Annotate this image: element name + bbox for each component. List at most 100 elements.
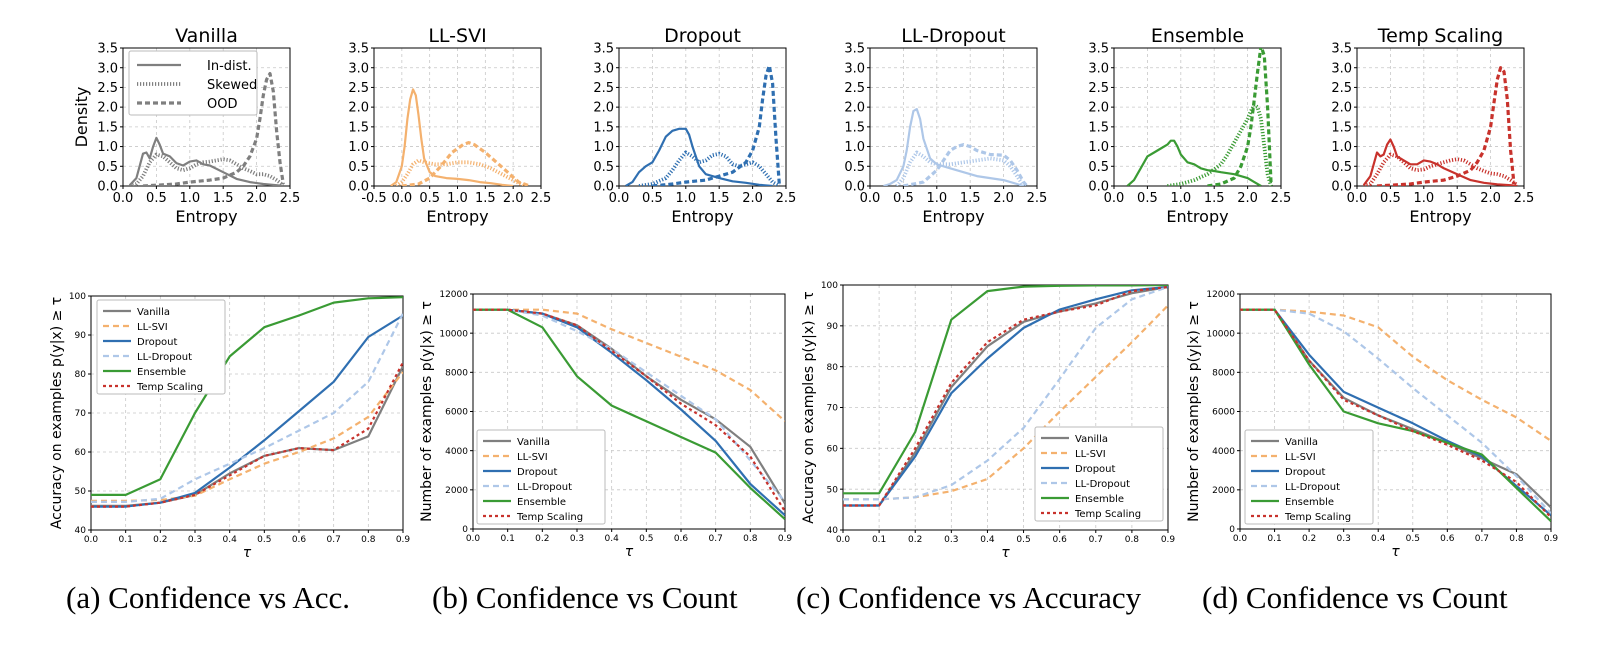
x-tick-label: 0.6 <box>674 534 689 544</box>
legend-label: LL-Dropout <box>517 482 572 493</box>
x-tick-label: 0.5 <box>642 191 663 206</box>
x-tick-label: 0.0 <box>466 534 481 544</box>
density-line-skewed <box>1167 103 1273 186</box>
plot-frame <box>1113 47 1282 187</box>
y-tick-label: 1.5 <box>593 120 614 135</box>
x-tick-label: 0.3 <box>1337 534 1351 544</box>
y-axis-label: Number of examples p(y|x) ≥ τ <box>1186 301 1202 522</box>
y-tick-label: 3.0 <box>593 61 614 76</box>
density-chart-entropy-lldropout: 0.0 0.5 1.0 1.5 2.0 2.5 0.0 0.5 1.0 1.5 2.0 2.5 3.0 3… <box>844 25 1047 226</box>
x-tick-label: 0.9 <box>1161 535 1176 545</box>
legend-label: LL-SVI <box>1285 452 1316 463</box>
x-tick-label: 1.5 <box>1204 191 1225 206</box>
threshold-chart-count-d: 0.0 0.1 0.2 0.3 0.4 0.5 0.6 0.7 0.8 0.9 0 2000 4000 6… <box>1186 290 1558 560</box>
x-tick-label: 0.5 <box>893 191 914 206</box>
plot-frame <box>869 47 1038 187</box>
y-tick-label: 1.0 <box>1331 140 1352 155</box>
legend-label: Dropout <box>1285 467 1326 478</box>
legend-label: LL-SVI <box>137 322 168 333</box>
y-tick-label: 50 <box>827 485 839 495</box>
density-line-skewed <box>129 152 285 186</box>
series-line-ensemble <box>843 285 1168 495</box>
x-axis-label: τ <box>1391 544 1400 560</box>
x-tick-label: 0.5 <box>146 191 167 206</box>
plot-title: Dropout <box>664 25 741 47</box>
plot-frame <box>1356 47 1525 187</box>
x-tick-label: 0.4 <box>605 534 620 544</box>
y-tick-label: 6000 <box>445 408 468 418</box>
density-legend: In-dist. Skewed OOD <box>128 50 258 116</box>
plot-title: LL-SVI <box>428 25 486 47</box>
y-tick-label: 3.5 <box>844 42 865 57</box>
legend-label: In-dist. <box>207 59 252 74</box>
y-tick-label: 1.0 <box>348 140 369 155</box>
y-tick-label: 3.0 <box>97 61 118 76</box>
x-tick-label: 2.5 <box>1514 191 1535 206</box>
y-tick-label: 1.5 <box>97 120 118 135</box>
y-tick-label: 1.5 <box>844 120 865 135</box>
x-tick-label: 0.2 <box>908 535 922 545</box>
y-tick-label: 2.0 <box>1088 101 1109 116</box>
x-tick-label: 0.1 <box>872 535 886 545</box>
x-tick-label: 0.9 <box>778 534 793 544</box>
density-line-in-dist- <box>883 108 1024 186</box>
legend-label: Temp Scaling <box>1284 512 1351 523</box>
x-tick-label: 0.5 <box>1380 191 1401 206</box>
x-tick-label: 0.0 <box>1104 191 1125 206</box>
y-tick-label: 0.5 <box>593 160 614 175</box>
series-line-ll-dropout <box>1240 308 1551 515</box>
y-tick-label: 0.0 <box>844 180 865 195</box>
legend-label: LL-Dropout <box>1075 479 1130 490</box>
x-tick-label: 0.3 <box>188 535 202 545</box>
x-tick-label: 2.5 <box>531 191 552 206</box>
x-tick-label: 0.0 <box>609 191 630 206</box>
series-line-dropout <box>843 285 1168 507</box>
x-tick-label: 0.6 <box>292 535 307 545</box>
y-tick-label: 10000 <box>1206 329 1235 339</box>
legend-label: Vanilla <box>1075 434 1108 445</box>
y-tick-label: 1.0 <box>1088 140 1109 155</box>
density-line-ood <box>1207 48 1273 186</box>
x-tick-label: 0.0 <box>836 535 851 545</box>
series-line-temp-scaling <box>843 285 1168 507</box>
y-tick-label: 0.0 <box>348 180 369 195</box>
y-axis-label: Accuracy on examples p(y|x) ≥ τ <box>801 291 817 523</box>
y-tick-label: 4000 <box>1212 447 1235 457</box>
x-tick-label: 2.0 <box>503 191 524 206</box>
legend-label: LL-SVI <box>1075 449 1106 460</box>
x-axis-label: τ <box>1001 545 1010 561</box>
y-tick-label: 1.5 <box>1331 120 1352 135</box>
y-tick-label: 2.5 <box>348 81 369 96</box>
y-tick-label: 2000 <box>1212 486 1235 496</box>
y-tick-label: 3.5 <box>1331 42 1352 57</box>
x-tick-label: 0.4 <box>980 535 995 545</box>
x-tick-label: 0.5 <box>639 534 653 544</box>
y-tick-label: 2.5 <box>844 81 865 96</box>
threshold-legend: Vanilla LL-SVI Dropout LL-Dropout Ensemble Te… <box>96 299 226 395</box>
x-tick-label: 1.0 <box>675 191 696 206</box>
legend-label: LL-Dropout <box>1285 482 1340 493</box>
y-tick-label: 3.0 <box>1331 61 1352 76</box>
legend-label: Dropout <box>1075 464 1116 475</box>
x-axis-label: Entropy <box>175 207 237 226</box>
legend-label: Temp Scaling <box>516 512 583 523</box>
plot-title: Temp Scaling <box>1377 25 1504 47</box>
y-tick-label: 100 <box>821 281 838 291</box>
density-chart-entropy-llsvi: -0.5 0.0 0.5 1.0 1.5 2.0 2.50.00.51.01.52.02.5… <box>348 25 551 226</box>
x-tick-label: 0.0 <box>84 535 99 545</box>
x-tick-label: 0.1 <box>1267 534 1281 544</box>
y-tick-label: 2000 <box>445 486 468 496</box>
x-tick-label: 0.2 <box>153 535 167 545</box>
x-tick-label: 0.9 <box>1544 534 1559 544</box>
x-tick-label: 0.9 <box>396 535 411 545</box>
y-tick-label: 0 <box>462 525 468 535</box>
y-tick-label: 1.0 <box>97 140 118 155</box>
density-line-ood <box>401 141 531 186</box>
x-tick-label: 0.0 <box>860 191 881 206</box>
y-tick-label: 3.5 <box>1088 42 1109 57</box>
y-tick-label: 6000 <box>1212 408 1235 418</box>
x-tick-label: 1.0 <box>1413 191 1434 206</box>
y-tick-label: 2.0 <box>844 101 865 116</box>
caption-c: (c) Confidence vs Accuracy <box>796 580 1142 615</box>
x-tick-label: 1.0 <box>1170 191 1191 206</box>
